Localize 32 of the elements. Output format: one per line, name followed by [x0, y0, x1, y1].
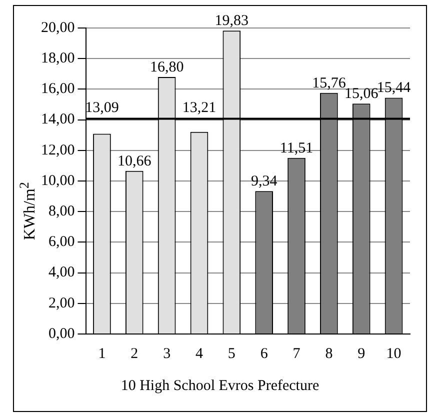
x-tick-label: 1: [98, 346, 106, 362]
y-tick-label: 4,00: [48, 264, 75, 281]
data-label: 16,80: [150, 59, 184, 76]
x-tick-label: 6: [260, 346, 268, 362]
x-tick-label: 10: [386, 346, 402, 362]
data-label: 11,51: [280, 140, 314, 156]
x-tick-label: 8: [325, 346, 333, 362]
data-label: 19,83: [214, 13, 249, 30]
x-tick-label: 5: [228, 346, 236, 362]
data-label: 10,66: [118, 153, 152, 170]
y-tick-label: 20,00: [41, 20, 75, 36]
y-tick-label: 12,00: [41, 142, 75, 158]
data-label: 15,76: [312, 75, 346, 92]
y-tick-label: 0,00: [48, 326, 75, 342]
data-label: 13,09: [85, 100, 119, 116]
data-label: 15,06: [344, 86, 379, 102]
x-tick-label: 7: [292, 346, 301, 362]
data-label: 15,44: [376, 80, 412, 96]
y-tick-label: 10,00: [41, 172, 75, 189]
x-tick-label: 3: [163, 346, 171, 362]
x-tick-label: 9: [358, 346, 366, 362]
x-tick-label: 2: [130, 346, 138, 362]
x-tick-label: 4: [195, 346, 204, 362]
data-label: 13,21: [182, 100, 216, 116]
data-label: 9,34: [250, 174, 278, 190]
y-tick-label: 2,00: [48, 295, 75, 312]
y-tick-label: 14,00: [41, 112, 75, 128]
y-tick-label: 6,00: [48, 234, 75, 250]
y-tick-label: 16,00: [41, 81, 75, 98]
y-tick-label: 18,00: [41, 50, 75, 67]
y-tick-label: 8,00: [48, 204, 75, 220]
x-axis-title: 10 High School Evros Prefecture: [120, 378, 320, 395]
